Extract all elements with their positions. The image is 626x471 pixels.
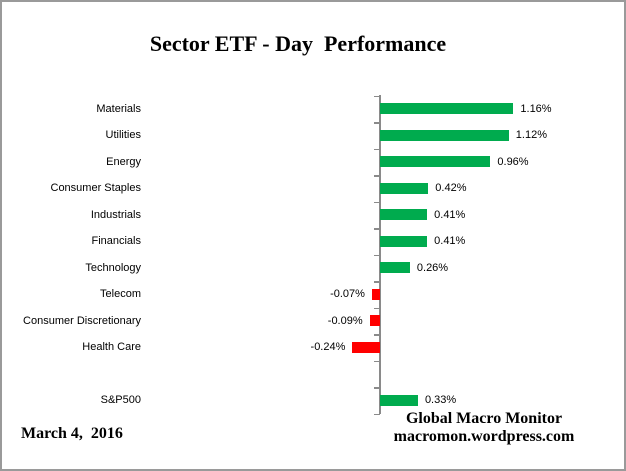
chart-row: Energy 0.96% [2, 149, 624, 176]
bar [380, 103, 514, 115]
chart-row: Consumer Staples 0.42% [2, 175, 624, 202]
category-axis-line [379, 95, 381, 414]
value-label: 1.16% [520, 102, 552, 115]
axis-tick [374, 334, 380, 336]
category-label: Energy [106, 155, 141, 168]
axis-tick [374, 201, 380, 203]
chart-title: Sector ETF - Day Performance [149, 31, 447, 56]
axis-tick [374, 307, 380, 309]
bar [380, 209, 428, 221]
value-label: 0.41% [434, 208, 466, 221]
brand-name: Global Macro Monitor [405, 410, 563, 427]
chart-row: Financials 0.41% [2, 228, 624, 255]
category-label: Financials [91, 235, 141, 247]
category-label: Materials [96, 102, 141, 115]
chart-row [2, 361, 624, 388]
category-label: Industrials [90, 208, 141, 221]
value-label: 1.12% [515, 129, 547, 142]
value-label: -0.24% [310, 341, 346, 354]
value-label: 0.26% [416, 261, 449, 274]
category-label: S&P500 [100, 394, 141, 406]
chart-row: Technology 0.26% [2, 255, 624, 282]
category-label: Technology [85, 261, 141, 274]
date-label: March 4, 2016 [21, 425, 123, 442]
axis-tick [374, 95, 380, 97]
bar [352, 341, 380, 353]
category-label: Consumer Discretionary [23, 314, 141, 327]
chart-row: S&P500 0.33% [2, 387, 624, 414]
category-label: Consumer Staples [50, 182, 142, 194]
chart-row: Health Care -0.24% [2, 334, 624, 361]
category-label: Telecom [100, 288, 141, 300]
axis-tick [374, 148, 380, 150]
chart-row: Materials 1.16% [2, 96, 624, 123]
category-label: Health Care [82, 341, 141, 353]
axis-tick [374, 360, 380, 362]
bar [371, 288, 380, 300]
axis-tick [374, 228, 380, 230]
value-label: 0.96% [497, 155, 529, 168]
brand-url: macromon.wordpress.com [393, 427, 575, 445]
value-label: 0.41% [434, 235, 466, 248]
bar [380, 156, 491, 168]
bar [369, 315, 380, 327]
axis-tick [374, 254, 380, 256]
category-label: Utilities [105, 129, 141, 141]
value-label: 0.42% [435, 182, 467, 195]
bar [380, 394, 418, 406]
value-label: -0.09% [327, 314, 363, 327]
axis-tick [374, 413, 380, 415]
axis-tick [374, 281, 380, 283]
axis-tick [374, 387, 380, 389]
value-label: 0.33% [424, 394, 457, 407]
category-label [2, 361, 141, 388]
bar [380, 129, 509, 141]
bar [380, 262, 410, 274]
chart-row: Utilities 1.12% [2, 122, 624, 149]
chart-row: Industrials 0.41% [2, 202, 624, 229]
value-label: -0.07% [330, 288, 365, 301]
chart-row: Consumer Discretionary -0.09% [2, 308, 624, 335]
axis-tick [374, 122, 380, 124]
bar [380, 182, 429, 194]
axis-tick [374, 175, 380, 177]
brand-block: Global Macro Monitor macromon.wordpress.… [354, 410, 614, 445]
bar [380, 235, 428, 247]
chart-row: Telecom -0.07% [2, 281, 624, 308]
